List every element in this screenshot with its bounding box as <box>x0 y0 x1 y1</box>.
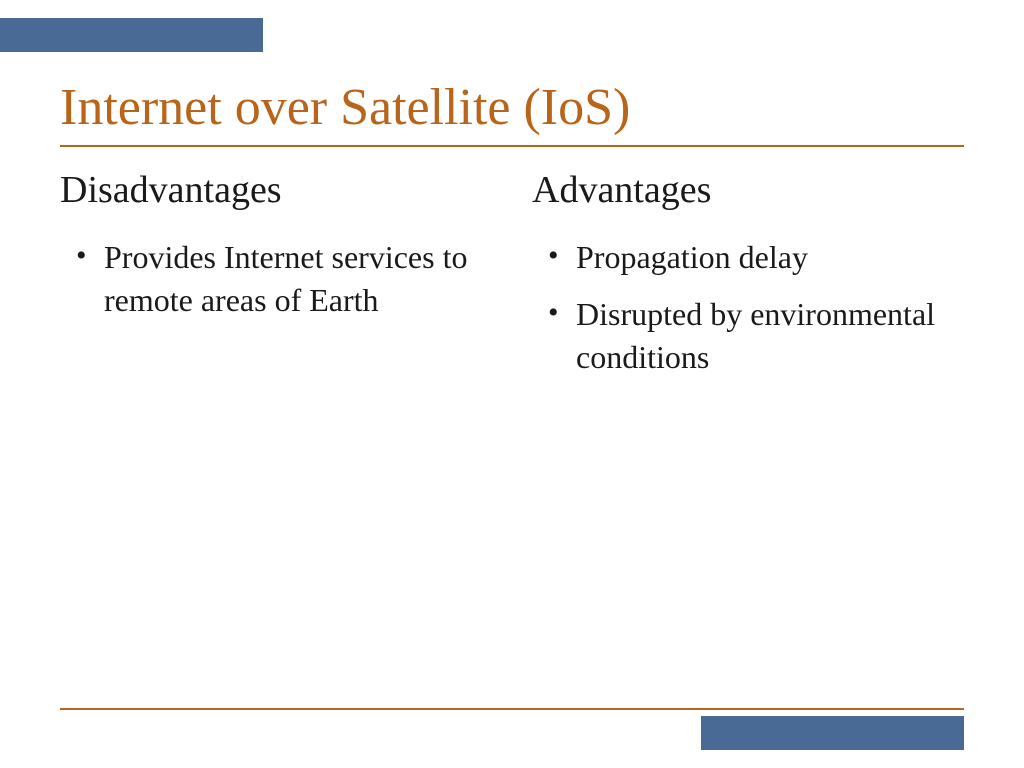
list-item: Propagation delay <box>554 236 964 279</box>
right-column: Advantages Propagation delay Disrupted b… <box>532 168 964 394</box>
right-column-list: Propagation delay Disrupted by environme… <box>532 236 964 380</box>
bottom-divider-line <box>60 708 964 710</box>
right-column-heading: Advantages <box>532 168 964 212</box>
left-column-heading: Disadvantages <box>60 168 492 212</box>
left-column-list: Provides Internet services to remote are… <box>60 236 492 322</box>
list-item: Disrupted by environmental conditions <box>554 293 964 379</box>
top-accent-bar <box>0 18 263 52</box>
left-column: Disadvantages Provides Internet services… <box>60 168 492 394</box>
content-columns: Disadvantages Provides Internet services… <box>60 168 964 394</box>
slide-title: Internet over Satellite (IoS) <box>60 78 964 147</box>
bottom-accent-bar <box>701 716 964 750</box>
list-item: Provides Internet services to remote are… <box>82 236 492 322</box>
